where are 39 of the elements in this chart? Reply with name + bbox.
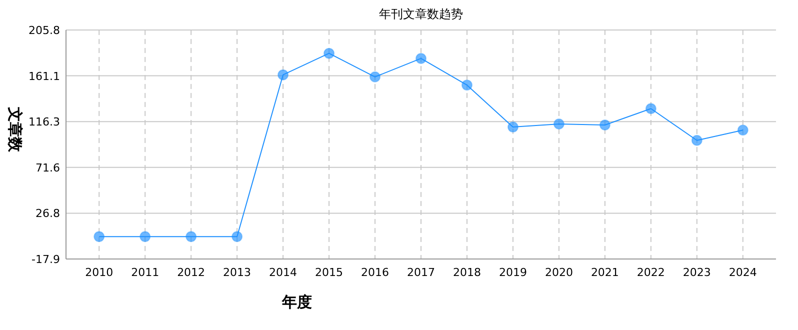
y-axis-title: 文章数 [6, 106, 24, 153]
point [599, 120, 610, 130]
point [461, 80, 472, 91]
x-tick-label: 2012 [177, 266, 206, 279]
x-axis-title: 年度 [281, 293, 312, 311]
point [507, 122, 518, 133]
point [232, 231, 243, 242]
y-tick-label: -17.9 [32, 253, 60, 266]
x-tick-label: 2017 [407, 266, 435, 279]
point [186, 231, 197, 242]
point [553, 118, 564, 130]
x-tick-label: 2022 [636, 266, 665, 279]
x-tick-label: 2021 [590, 266, 619, 279]
point [324, 48, 335, 59]
point [737, 124, 748, 136]
x-tick-label: 2013 [223, 266, 252, 279]
x-tick-label: 2016 [361, 266, 390, 279]
x-tick-label: 2019 [498, 266, 527, 279]
y-tick-label: 161.1 [28, 70, 60, 83]
point [645, 103, 656, 114]
x-tick-label: 2010 [85, 266, 114, 279]
x-tick-label: 2015 [315, 266, 344, 279]
x-tick-label: 2014 [269, 266, 298, 279]
point [370, 71, 381, 82]
x-tick-label: 2020 [544, 266, 573, 279]
y-tick-label: 116.3 [28, 116, 60, 129]
point [94, 231, 105, 242]
x-tick-label: 2018 [452, 266, 481, 279]
point [140, 231, 151, 242]
chart-title: 年刊文章数趋势 [379, 7, 463, 21]
x-tick-label: 2024 [728, 266, 757, 279]
point [691, 134, 702, 146]
point [416, 52, 426, 64]
y-tick-label: 205.8 [28, 24, 60, 37]
point [278, 69, 289, 80]
y-tick-label: 71.6 [36, 161, 60, 174]
y-tick-label: 26.8 [36, 207, 60, 220]
x-tick-label: 2011 [131, 266, 160, 279]
x-tick-label: 2023 [682, 266, 711, 279]
